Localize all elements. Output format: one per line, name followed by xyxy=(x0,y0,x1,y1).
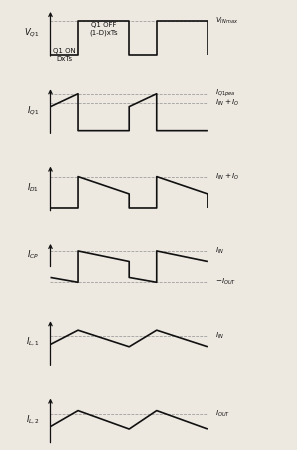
Text: $I_{Q1pea}$: $I_{Q1pea}$ xyxy=(215,88,236,99)
Text: $I_{IN}+I_{O}$: $I_{IN}+I_{O}$ xyxy=(215,98,239,108)
Text: $I_{D1}$: $I_{D1}$ xyxy=(27,181,40,194)
Text: $I_{CP}$: $I_{CP}$ xyxy=(27,248,40,261)
Text: $I_{L,1}$: $I_{L,1}$ xyxy=(26,336,40,348)
Text: $-I_{OUT}$: $-I_{OUT}$ xyxy=(215,277,236,288)
Text: Q1 OFF
(1-D)xTs: Q1 OFF (1-D)xTs xyxy=(89,22,118,36)
Text: Q1 ON
DxTs: Q1 ON DxTs xyxy=(53,49,76,62)
Text: $I_{Q1}$: $I_{Q1}$ xyxy=(27,104,40,117)
Text: $I_{L,2}$: $I_{L,2}$ xyxy=(26,414,40,426)
Text: $I_{OUT}$: $I_{OUT}$ xyxy=(215,409,230,419)
Text: $I_{IN}$: $I_{IN}$ xyxy=(215,331,224,342)
Text: $V_{Q1}$: $V_{Q1}$ xyxy=(24,27,40,39)
Text: $I_{IN}$: $I_{IN}$ xyxy=(215,246,224,256)
Text: $V_{INmax}$: $V_{INmax}$ xyxy=(215,16,238,26)
Text: $I_{IN}+I_{O}$: $I_{IN}+I_{O}$ xyxy=(215,171,239,182)
